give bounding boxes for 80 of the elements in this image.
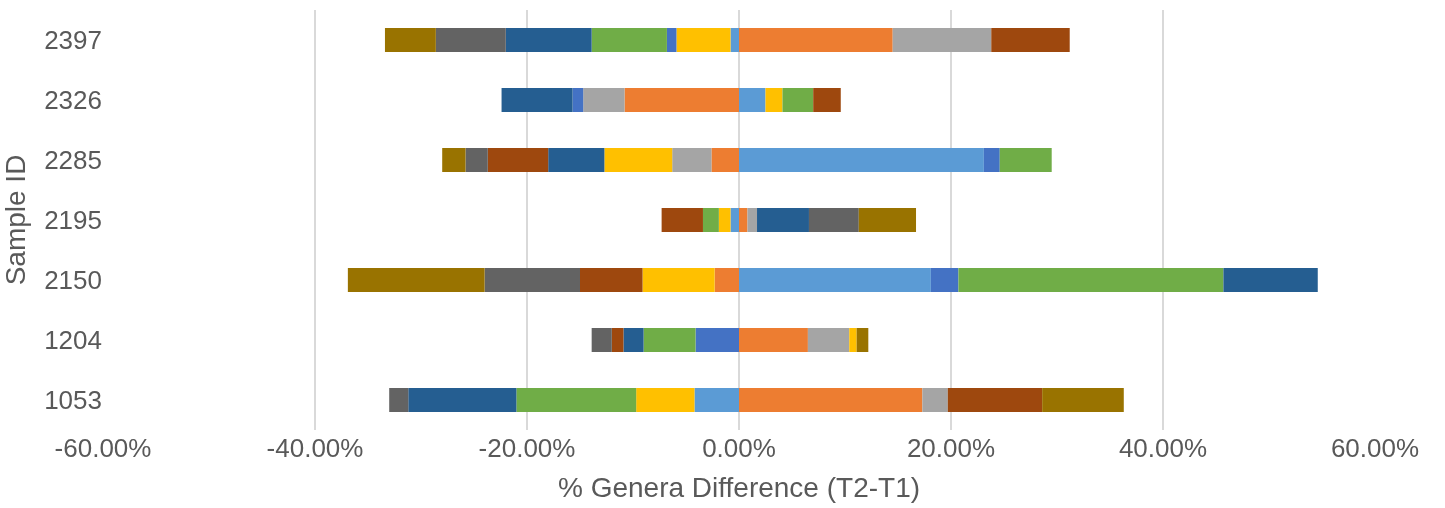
bar: [947, 388, 1043, 412]
bar: [572, 88, 584, 112]
bar: [676, 28, 731, 52]
bar: [604, 148, 673, 172]
bar: [856, 328, 869, 352]
bar: [739, 328, 808, 352]
bar: [636, 388, 695, 412]
bar: [624, 88, 739, 112]
bar: [643, 328, 696, 352]
bar: [694, 388, 739, 412]
y-tick-label: 2397: [44, 25, 102, 56]
x-tick-label: 20.00%: [906, 433, 996, 463]
bar: [672, 148, 712, 172]
bar: [983, 148, 1000, 172]
bar: [739, 148, 984, 172]
bar: [347, 268, 485, 292]
x-tick-label: 0.00%: [702, 433, 776, 463]
bar: [747, 208, 758, 232]
bar: [714, 268, 739, 292]
bar: [702, 208, 719, 232]
bar: [384, 28, 436, 52]
x-tick-label: -20.00%: [478, 433, 576, 463]
bar: [1042, 388, 1124, 412]
bar: [484, 268, 580, 292]
bar: [591, 28, 667, 52]
bar: [611, 328, 624, 352]
y-tick-label: 1204: [44, 325, 102, 356]
bar: [999, 148, 1052, 172]
y-tick-label: 2326: [44, 85, 102, 116]
bar: [765, 88, 783, 112]
bar: [389, 388, 409, 412]
y-tick-label: 2285: [44, 145, 102, 176]
bar: [930, 268, 959, 292]
bar: [730, 28, 739, 52]
bar: [892, 28, 992, 52]
bar: [583, 88, 625, 112]
bar: [442, 148, 466, 172]
y-tick-label: 2150: [44, 265, 102, 296]
bar: [548, 148, 605, 172]
bar: [642, 268, 715, 292]
bar: [739, 208, 748, 232]
bar: [465, 148, 488, 172]
bar: [739, 268, 931, 292]
bar: [757, 208, 809, 232]
bar: [591, 328, 612, 352]
bar: [501, 88, 573, 112]
bar: [922, 388, 948, 412]
bar: [813, 88, 841, 112]
y-tick-label: 2195: [44, 205, 102, 236]
bar: [487, 148, 549, 172]
bar: [849, 328, 857, 352]
bar: [991, 28, 1070, 52]
bar: [516, 388, 637, 412]
y-axis-title: Sample ID: [0, 154, 31, 286]
bar: [580, 268, 643, 292]
x-tick-label: -40.00%: [266, 433, 364, 463]
bar: [1223, 268, 1318, 292]
bar: [666, 28, 677, 52]
bar: [711, 148, 739, 172]
bar: [661, 208, 703, 232]
bar: [808, 208, 859, 232]
bar: [739, 388, 923, 412]
bar: [858, 208, 917, 232]
bar: [807, 328, 850, 352]
bar: [958, 268, 1224, 292]
bar: [782, 88, 814, 112]
y-tick-label: 1053: [44, 385, 102, 416]
x-axis-title: % Genera Difference (T2-T1): [557, 472, 921, 504]
bar: [695, 328, 739, 352]
bar: [739, 28, 893, 52]
bar: [730, 208, 739, 232]
x-tick-label: -60.00%: [54, 433, 152, 463]
bar: [408, 388, 517, 412]
bar: [435, 28, 506, 52]
bar: [623, 328, 644, 352]
bar: [718, 208, 731, 232]
x-tick-label: 60.00%: [1330, 433, 1420, 463]
bar: [739, 88, 766, 112]
x-tick-label: 40.00%: [1118, 433, 1208, 463]
bar: [505, 28, 592, 52]
